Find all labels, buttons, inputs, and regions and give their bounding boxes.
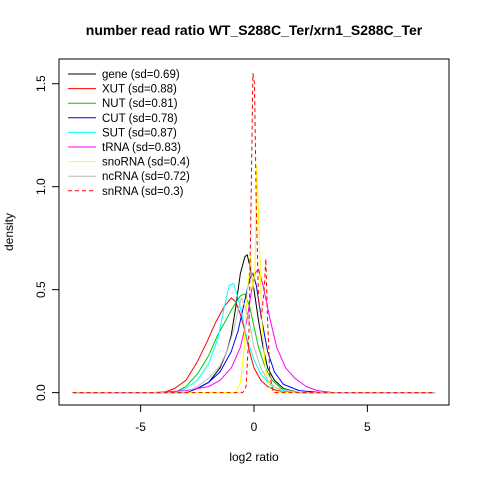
legend-label: snoRNA (sd=0.4) — [102, 157, 190, 169]
legend-label: snRNA (sd=0.3) — [102, 186, 184, 198]
legend-label: XUT (sd=0.88) — [102, 84, 177, 96]
series-line-3 — [72, 272, 436, 394]
y-axis-label: density — [2, 213, 16, 251]
series-line-2 — [72, 293, 436, 394]
series-line-5 — [72, 268, 436, 394]
legend-label: gene (sd=0.69) — [102, 69, 180, 81]
series-line-0 — [72, 254, 436, 394]
series-line-4 — [72, 283, 436, 394]
series-line-7 — [72, 297, 436, 394]
legend-label: NUT (sd=0.81) — [102, 98, 178, 110]
legend-label: CUT (sd=0.78) — [102, 113, 178, 125]
chart-title: number read ratio WT_S288C_Ter/xrn1_S288… — [86, 22, 423, 38]
legend-label: ncRNA (sd=0.72) — [102, 171, 190, 183]
x-tick-label: -5 — [135, 420, 146, 434]
y-tick-label: 0.5 — [34, 281, 48, 298]
y-axis: 0.0 0.5 1.0 1.5 — [34, 75, 60, 401]
series-line-8 — [72, 72, 436, 394]
x-axis: -5 0 5 — [135, 404, 371, 434]
y-tick-label: 1.0 — [34, 178, 48, 195]
x-tick-label: 0 — [251, 420, 258, 434]
legend-label: tRNA (sd=0.83) — [102, 142, 181, 154]
y-tick-label: 0.0 — [34, 384, 48, 401]
legend: gene (sd=0.69) XUT (sd=0.88) NUT (sd=0.81)… — [68, 69, 190, 198]
y-tick-label: 1.5 — [34, 75, 48, 92]
legend-label: SUT (sd=0.87) — [102, 127, 177, 139]
series-layer — [72, 72, 436, 394]
x-tick-label: 5 — [364, 420, 371, 434]
x-axis-label: log2 ratio — [229, 450, 279, 464]
